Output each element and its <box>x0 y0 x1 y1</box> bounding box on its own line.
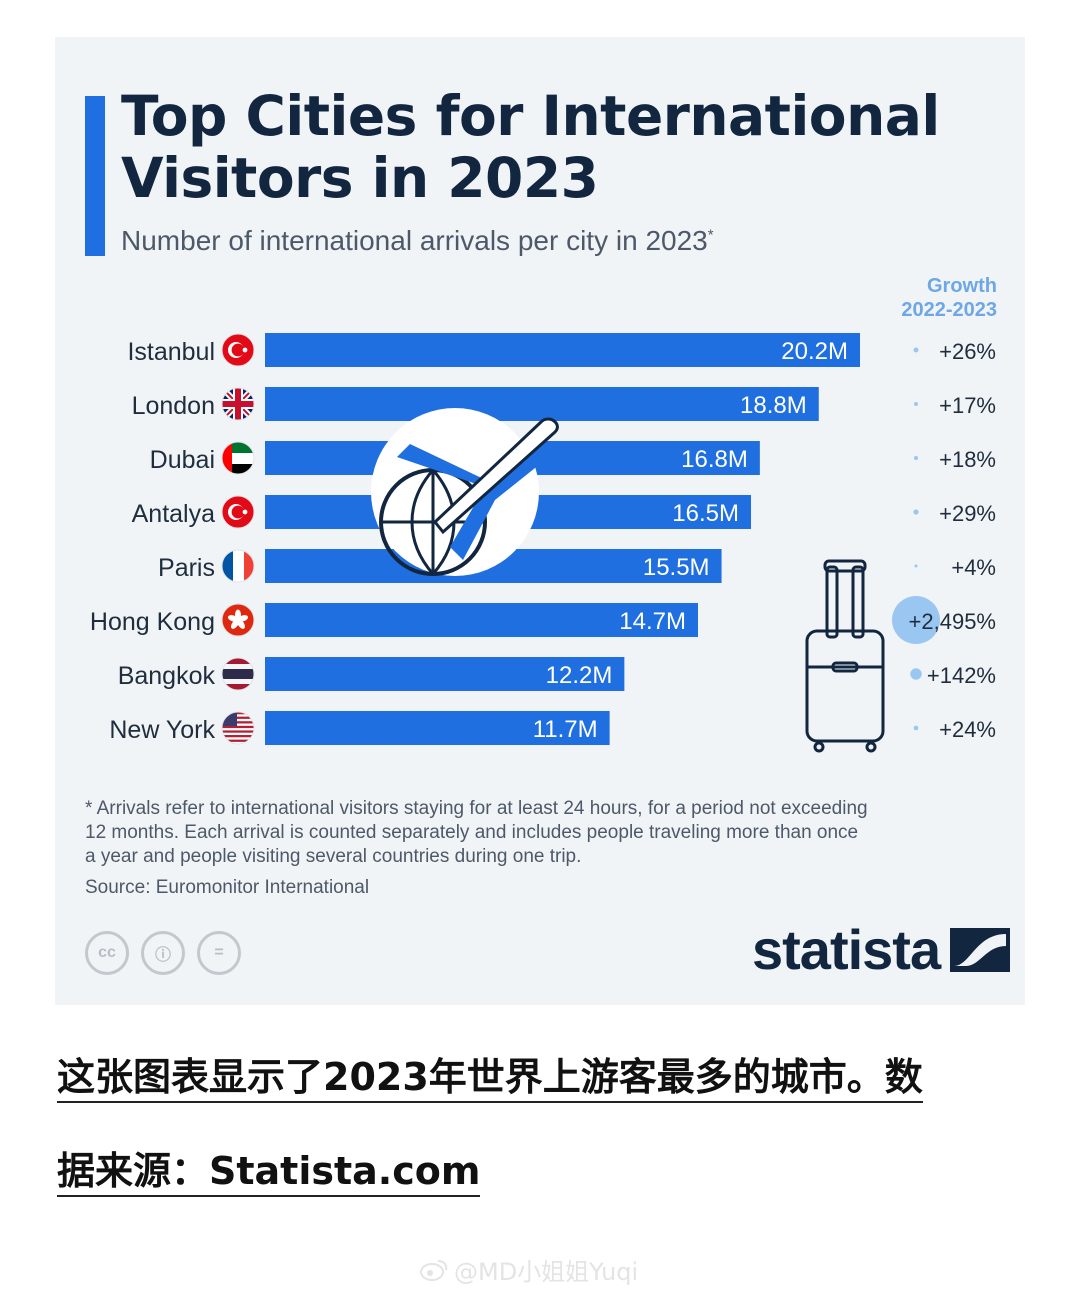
chart-title: Top Cities for International Visitors in… <box>121 84 940 210</box>
value-label: 11.7M <box>533 716 598 743</box>
value-label: 12.2M <box>546 662 613 689</box>
bar-chart: 20.2M Istanbul +26% 18.8M London +17% 16.8M Dub… <box>90 333 996 753</box>
attribution-icon[interactable]: ⓘ <box>141 931 185 975</box>
category-label: London <box>132 392 215 420</box>
watermark-text: @MD小姐姐Yuqi <box>454 1258 639 1286</box>
infographic-card: Top Cities for International Visitors in… <box>55 37 1025 1005</box>
turkey-flag-icon <box>221 333 255 367</box>
category-label: Hong Kong <box>90 608 215 636</box>
statista-mark-icon <box>950 927 1011 972</box>
usa-flag-icon <box>221 711 255 745</box>
growth-label: +2,495% <box>909 609 996 634</box>
growth-header-period: 2022-2023 <box>901 299 997 321</box>
category-label: Bangkok <box>118 662 216 690</box>
labels-layer: 20.2M Istanbul +26% 18.8M London +17% 16.8M Dub… <box>90 333 996 745</box>
turkey-flag-icon <box>221 495 255 529</box>
bar-istanbul <box>265 333 860 367</box>
growth-bubble <box>910 668 922 680</box>
subtitle-footnote-mark: * <box>707 226 714 244</box>
growth-bubble <box>913 455 919 461</box>
growth-bubble <box>892 596 940 644</box>
hong-kong-flag-icon <box>221 603 255 637</box>
growth-header-label: Growth <box>927 275 997 297</box>
bar-bangkok <box>265 657 625 691</box>
bar-hong-kong <box>265 603 698 637</box>
growth-bubble <box>913 347 919 353</box>
growth-bubble <box>914 402 918 406</box>
value-label: 15.5M <box>643 554 710 581</box>
globe-airplane-icon <box>371 408 559 576</box>
no-derivatives-icon[interactable]: = <box>197 931 241 975</box>
footnote: * Arrivals refer to international visito… <box>85 798 868 867</box>
category-label: Istanbul <box>127 338 215 366</box>
category-label: Antalya <box>132 500 215 528</box>
license-icons: cc ⓘ = <box>85 931 241 975</box>
growth-column-header: Growth 2022-2023 <box>871 274 997 322</box>
statista-logo[interactable]: statista <box>752 917 1011 982</box>
category-label: Dubai <box>150 446 215 474</box>
source-note: Source: Euromonitor International <box>85 877 370 898</box>
uae-flag-icon <box>221 441 255 475</box>
caption-line-2: 据来源：Statista.com <box>57 1124 1023 1218</box>
uk-flag-icon <box>221 387 255 421</box>
category-label: New York <box>109 716 215 744</box>
value-label: 20.2M <box>781 338 848 365</box>
value-label: 18.8M <box>740 392 807 419</box>
chart-subtitle: Number of international arrivals per cit… <box>121 225 714 257</box>
growth-label: +4% <box>951 555 996 580</box>
category-label: Paris <box>158 554 215 582</box>
weibo-icon <box>420 1259 448 1281</box>
france-flag-icon <box>221 549 255 583</box>
growth-bubble <box>914 564 918 568</box>
thailand-flag-icon <box>221 657 255 691</box>
growth-label: +24% <box>939 717 996 742</box>
caption-text-2: 据来源：Statista.com <box>57 1149 481 1197</box>
caption-text-1: 这张图表显示了2023年世界上游客最多的城市。数 <box>57 1055 923 1103</box>
caption-line-1: 这张图表显示了2023年世界上游客最多的城市。数 <box>57 1030 1023 1124</box>
value-label: 16.8M <box>681 446 748 473</box>
value-label: 16.5M <box>672 500 739 527</box>
post-caption: 这张图表显示了2023年世界上游客最多的城市。数 据来源：Statista.co… <box>57 1030 1023 1218</box>
creative-commons-icon[interactable]: cc <box>85 931 129 975</box>
suitcase-icon <box>805 559 885 753</box>
growth-label: +26% <box>939 339 996 364</box>
growth-label: +142% <box>927 663 996 688</box>
bar-london <box>265 387 819 421</box>
growth-label: +18% <box>939 447 996 472</box>
growth-bubble <box>913 725 919 731</box>
growth-label: +29% <box>939 501 996 526</box>
watermark: @MD小姐姐Yuqi <box>420 1252 638 1287</box>
bar-new-york <box>265 711 610 745</box>
growth-bubble <box>913 509 919 515</box>
brand-name: statista <box>752 918 941 981</box>
title-accent-bar <box>85 96 105 256</box>
value-label: 14.7M <box>619 608 686 635</box>
subtitle-text: Number of international arrivals per cit… <box>121 225 708 256</box>
growth-label: +17% <box>939 393 996 418</box>
